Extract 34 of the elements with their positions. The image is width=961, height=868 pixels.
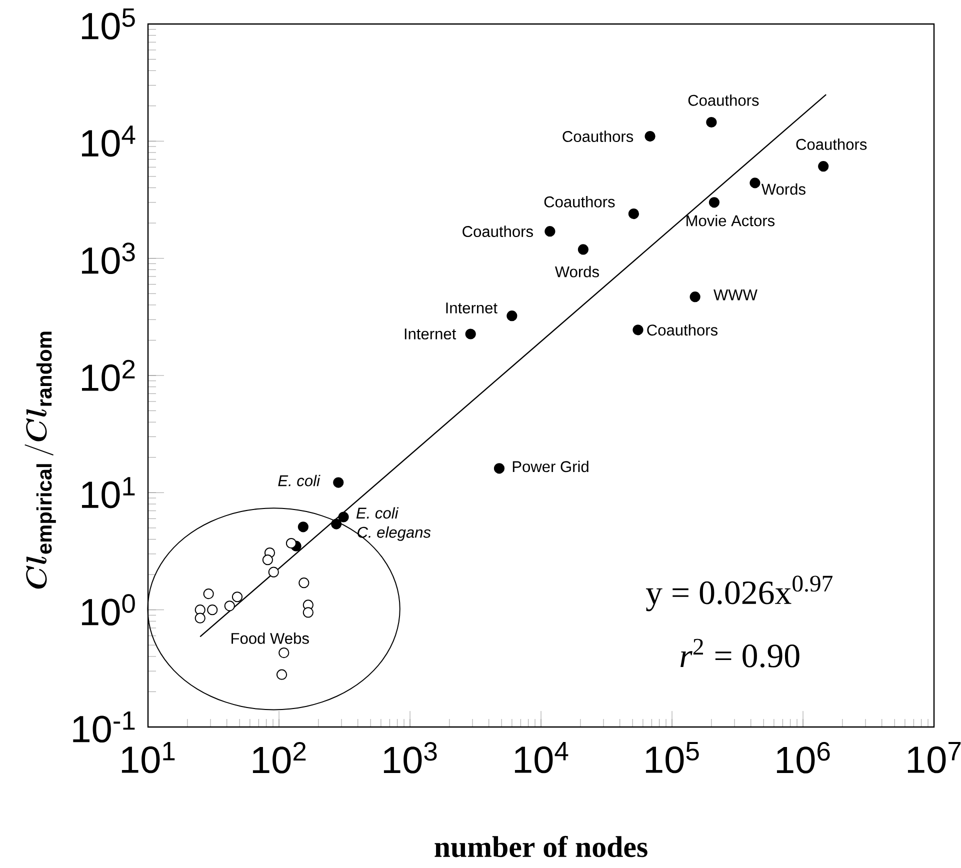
annotation: y = 0.026x$^{0.97}$ [646, 576, 833, 612]
annotation: Coauthors [796, 138, 867, 150]
x-tick-label: 10$^{4}$ [514, 742, 568, 774]
y-tick-label: 10$^{0}$ [82, 594, 135, 626]
x-tick-label: 10$^{1}$ [122, 742, 175, 774]
x-tick-label: 10$^{6}$ [776, 742, 830, 774]
annotation: Internet [446, 302, 498, 314]
annotation: Words [761, 183, 806, 195]
annotation: Coauthors [544, 196, 615, 208]
annotation: Coauthors [562, 130, 634, 142]
x-tick-label: 10$^{7}$ [908, 742, 961, 774]
annotation: r$^{2}$ = 0.90 [680, 638, 800, 668]
series-label: Food Webs [232, 632, 309, 644]
annotation: Movie Actors [686, 214, 775, 226]
annotation: Internet [404, 328, 456, 340]
y-tick-label: 10$^{5}$ [82, 8, 135, 40]
annotation: E. coli [356, 507, 399, 519]
x-axis-title: number of nodes [434, 836, 648, 858]
x-tick-label: 10$^{2}$ [252, 742, 306, 774]
annotation: E. coli [278, 474, 320, 486]
y-tick-label: 10$^{3}$ [82, 242, 135, 274]
y-tick-label: 10$^{4}$ [82, 126, 136, 157]
x-tick-label: 10$^{5}$ [646, 742, 699, 774]
annotation: Words [554, 266, 599, 278]
x-tick-label: 10$^{3}$ [384, 742, 437, 774]
annotation: Power Grid [512, 460, 588, 472]
annotation: WWW [714, 290, 758, 300]
y-tick-label: 10$^{2}$ [82, 360, 135, 392]
y-tick-label: 10$^{1}$ [82, 477, 135, 508]
annotation: Coauthors [462, 226, 533, 238]
y-tick-label: 10$^{-1}$ [73, 711, 135, 743]
annotation: Coauthors [647, 324, 718, 336]
annotation: Coauthors [688, 94, 759, 106]
y-axis-title: $\boldsymbol{Cl}_{\mathbf{empirical}}\,/\boldsymbol{Cl}_{\mathbf{random}}$ [24, 332, 56, 589]
